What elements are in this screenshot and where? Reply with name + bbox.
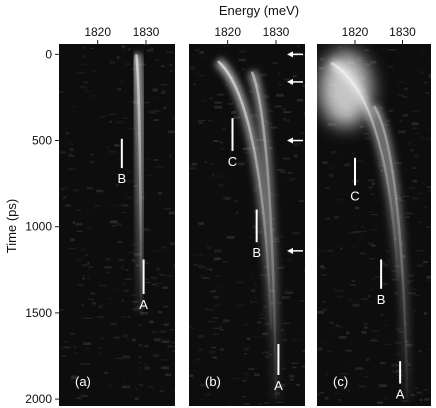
y-tick-label: 500 (32, 134, 52, 148)
panel-background (189, 44, 305, 406)
panel-1: B A (a) 1820 1830 (59, 25, 175, 406)
panel-label: (b) (205, 374, 221, 389)
panel-3: C B A (c) 1820 1830 (317, 25, 431, 406)
marker-label-A: A (139, 297, 148, 312)
panel-label: (a) (75, 374, 91, 389)
emission-trace-core (330, 61, 399, 279)
arrow-marker (287, 51, 303, 58)
marker-label-A: A (396, 387, 405, 402)
panels: B A (a) 1820 1830 C B A (b) 1820 1830 C B A (c) 1820 183… (59, 25, 431, 406)
y-axis: 0 500 1000 1500 2000 (25, 47, 59, 406)
x-tick-label: 1820 (84, 25, 111, 39)
emission-trace-core (217, 60, 273, 331)
marker-label-B: B (117, 171, 126, 186)
x-tick-label: 1830 (263, 25, 290, 39)
x-tick-label: 1830 (133, 25, 160, 39)
y-tick-label: 1500 (25, 306, 52, 320)
emission-trace-core (372, 105, 409, 400)
marker-label-C: C (228, 154, 237, 169)
x-tick-label: 1830 (389, 25, 416, 39)
emission-trace-core (135, 54, 143, 313)
y-tick-label: 0 (45, 47, 52, 61)
x-tick-label: 1820 (214, 25, 241, 39)
y-tick-label: 2000 (25, 392, 52, 406)
marker-label-B: B (252, 245, 261, 260)
y-axis-label: Time (ps) (4, 199, 19, 253)
marker-label-B: B (377, 292, 386, 307)
x-axis-label: Energy (meV) (219, 3, 299, 18)
arrow-marker (287, 137, 303, 144)
emission-trace-core (250, 71, 278, 400)
arrow-marker (287, 78, 303, 85)
arrow-marker (287, 247, 303, 254)
emission-hotspot (319, 50, 372, 127)
panel-label: (c) (333, 374, 348, 389)
y-tick-label: 1000 (25, 220, 52, 234)
marker-label-C: C (350, 188, 359, 203)
panel-2: C B A (b) 1820 1830 (189, 25, 305, 406)
marker-label-A: A (274, 378, 283, 393)
x-tick-label: 1820 (342, 25, 369, 39)
